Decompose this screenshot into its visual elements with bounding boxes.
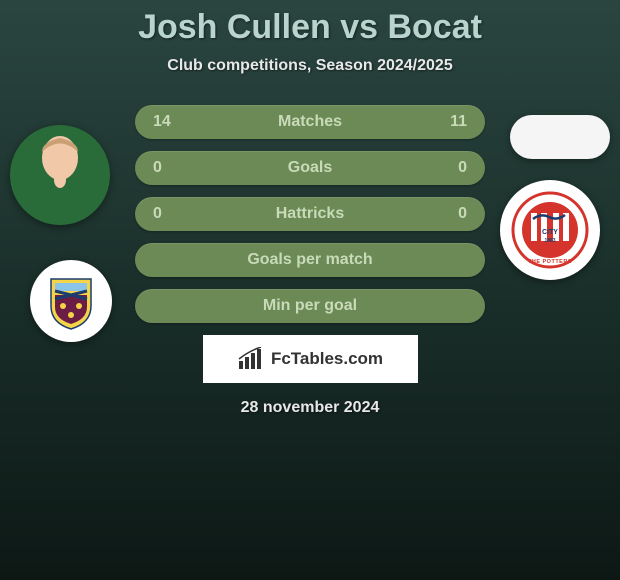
player-left-face: [10, 125, 110, 225]
stat-label: Matches: [183, 113, 437, 131]
stat-row-min-per-goal: Min per goal: [135, 289, 485, 323]
branding-box[interactable]: FcTables.com: [203, 335, 418, 383]
stat-left-value: 14: [153, 113, 183, 131]
stats-container: 14 Matches 11 0 Goals 0 0 Hattricks 0 Go…: [135, 105, 485, 323]
date-text: 28 november 2024: [0, 399, 620, 417]
stat-label: Goals: [183, 159, 437, 177]
player-left-photo: [10, 125, 110, 225]
stat-left-value: 0: [153, 159, 183, 177]
svg-text:THE POTTERS: THE POTTERS: [528, 259, 572, 265]
svg-text:CITY: CITY: [542, 229, 558, 236]
svg-text:1863: 1863: [544, 238, 555, 244]
page-subtitle: Club competitions, Season 2024/2025: [0, 57, 620, 75]
club-badge-right: STOKE CITY 1863 THE POTTERS: [500, 180, 600, 280]
branding-text: FcTables.com: [271, 349, 383, 369]
stat-label: Hattricks: [183, 205, 437, 223]
svg-text:STOKE: STOKE: [538, 206, 562, 213]
club-badge-left: [30, 260, 112, 342]
bar-chart-icon: [237, 347, 265, 371]
stat-right-value: 11: [437, 113, 467, 131]
stat-row-goals-per-match: Goals per match: [135, 243, 485, 277]
burnley-crest-icon: [41, 271, 101, 331]
face-placeholder-icon: [25, 130, 95, 220]
stat-right-value: 0: [437, 159, 467, 177]
page-title: Josh Cullen vs Bocat: [0, 0, 620, 47]
stoke-crest-icon: STOKE CITY 1863 THE POTTERS: [511, 191, 589, 269]
stat-row-matches: 14 Matches 11: [135, 105, 485, 139]
player-right-slot: [510, 115, 610, 159]
stat-label: Goals per match: [183, 251, 437, 269]
stat-right-value: 0: [437, 205, 467, 223]
stat-left-value: 0: [153, 205, 183, 223]
stat-row-goals: 0 Goals 0: [135, 151, 485, 185]
stat-row-hattricks: 0 Hattricks 0: [135, 197, 485, 231]
stat-label: Min per goal: [183, 297, 437, 315]
